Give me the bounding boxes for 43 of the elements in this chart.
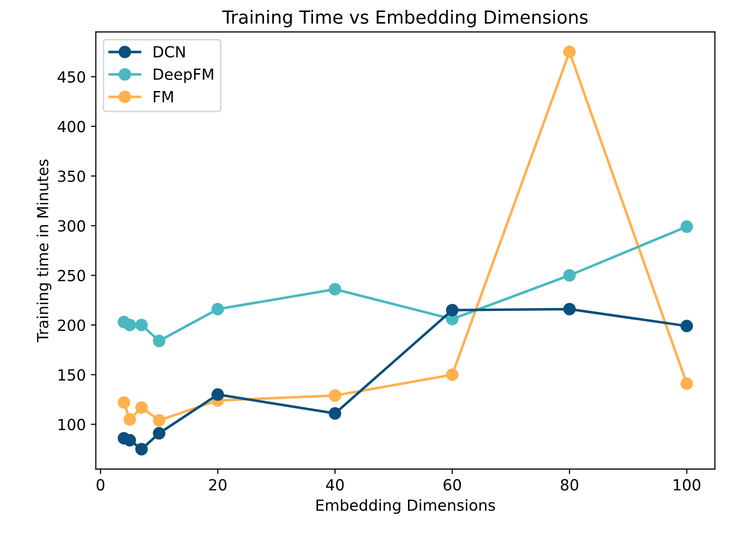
- x-tick-label: 100: [674, 479, 700, 491]
- legend-label: DeepFM: [154, 68, 214, 83]
- y-tick-label: 450: [58, 71, 86, 83]
- point: [680, 320, 693, 332]
- point: [135, 318, 148, 332]
- point: [152, 334, 166, 348]
- chart-title: Training Time vs Embedding Dimensions: [222, 10, 588, 28]
- point: [446, 304, 458, 316]
- y-tick-label: 300: [58, 220, 86, 232]
- point: [135, 401, 148, 414]
- point: [152, 427, 166, 440]
- point: [446, 368, 458, 381]
- x-tick-label: 40: [326, 479, 344, 491]
- point: [563, 269, 576, 282]
- point: [124, 434, 136, 446]
- point: [328, 407, 342, 420]
- x-tick-label: 0: [96, 479, 104, 491]
- point: [212, 302, 224, 316]
- y-axis-title: Training time in Minutes: [36, 160, 52, 342]
- point: [328, 283, 342, 296]
- x-tick-label: 80: [560, 479, 578, 491]
- point: [680, 377, 693, 390]
- point: [124, 413, 136, 426]
- point: [135, 442, 148, 456]
- y-tick-label: 150: [58, 369, 86, 381]
- point: [124, 318, 136, 332]
- x-axis-title: Embedding Dimensions: [316, 499, 495, 514]
- legend-label: DCN: [154, 46, 185, 58]
- x-tick-label: 20: [209, 479, 226, 491]
- point: [563, 46, 576, 58]
- point: [563, 302, 576, 316]
- point: [212, 388, 224, 401]
- point: [328, 389, 342, 402]
- point: [118, 396, 130, 409]
- point: [680, 220, 693, 233]
- legend-label: FM: [154, 91, 173, 102]
- y-tick-label: 100: [58, 418, 86, 430]
- x-tick-label: 60: [444, 479, 461, 491]
- point: [152, 414, 166, 427]
- y-tick-label: 250: [58, 270, 86, 282]
- y-tick-label: 350: [58, 170, 86, 182]
- y-tick-label: 400: [58, 120, 86, 132]
- y-tick-label: 200: [58, 319, 86, 332]
